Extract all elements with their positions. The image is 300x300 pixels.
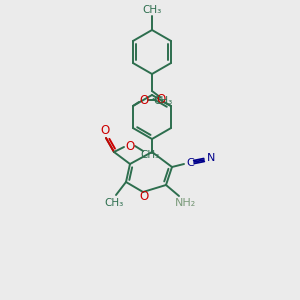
- Text: C: C: [186, 158, 194, 168]
- Text: O: O: [140, 190, 148, 203]
- Text: N: N: [207, 153, 215, 163]
- Text: O: O: [139, 94, 148, 106]
- Text: CH₃: CH₃: [140, 150, 160, 160]
- Text: CH₃: CH₃: [142, 5, 162, 15]
- Text: CH₃: CH₃: [153, 96, 172, 106]
- Text: O: O: [156, 93, 165, 106]
- Text: O: O: [125, 140, 135, 152]
- Text: O: O: [100, 124, 109, 137]
- Text: NH₂: NH₂: [174, 198, 196, 208]
- Text: CH₃: CH₃: [104, 198, 124, 208]
